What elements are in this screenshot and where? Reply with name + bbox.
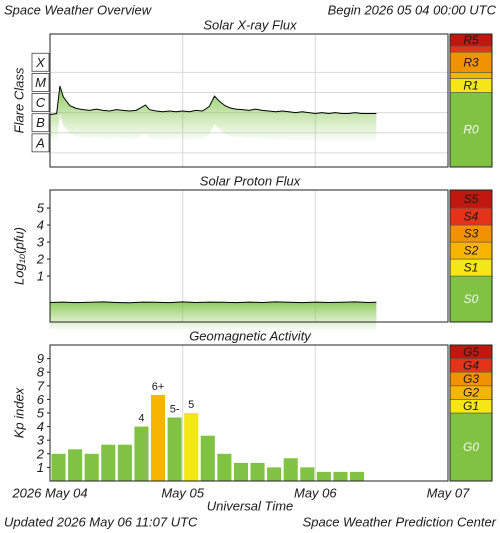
kp-bar <box>350 471 365 481</box>
class-box <box>31 52 50 72</box>
y-tick-label: 7 <box>37 378 45 393</box>
class-box <box>31 73 50 92</box>
y-tick-label: X <box>35 55 46 70</box>
kp-bar <box>267 467 282 481</box>
value-label: 5 <box>188 399 194 411</box>
kp-bar <box>167 417 182 481</box>
scale-label: R5 <box>463 33 479 47</box>
y-tick-label: 8 <box>37 365 45 380</box>
class-box <box>31 113 50 133</box>
y-tick-label: 4 <box>37 218 44 233</box>
y-tick-label: 1 <box>37 460 44 475</box>
y-tick-label: 3 <box>37 433 45 448</box>
x-tick-label: May 07 <box>427 486 470 501</box>
kp-bar <box>316 471 331 481</box>
x-tick-label: 2026 May 04 <box>11 486 87 501</box>
x-tick-label: May 05 <box>161 486 204 501</box>
flux-area <box>50 301 377 331</box>
kp-bar <box>184 413 199 481</box>
scale-label: S3 <box>464 227 479 241</box>
y-tick-label: 1 <box>37 269 44 284</box>
y-tick-label: 5 <box>37 201 45 216</box>
y-tick-label: C <box>36 95 46 110</box>
y-axis-label: Kp index <box>12 387 27 438</box>
scale-label: G0 <box>463 440 479 454</box>
flux-line <box>49 85 377 116</box>
scale-label: S2 <box>464 244 479 258</box>
flux-line <box>49 301 377 304</box>
y-axis-label: Flare Class <box>12 67 27 133</box>
y-tick-label: M <box>35 75 46 90</box>
value-label: 6+ <box>152 381 165 393</box>
y-tick-label: 2 <box>36 252 45 267</box>
y-axis-label: Log₁₀(pfu) <box>12 227 27 285</box>
scale-frame <box>449 33 493 168</box>
y-tick-label: 9 <box>37 351 44 366</box>
scale-label: G1 <box>463 399 479 413</box>
scale-label: G2 <box>463 386 479 400</box>
panel-title: Solar X-ray Flux <box>203 18 297 33</box>
scale-label: R3 <box>463 55 479 69</box>
kp-bar <box>134 426 149 481</box>
flux-area <box>50 85 377 143</box>
scale-label: S1 <box>464 261 479 275</box>
kp-bar <box>68 449 83 481</box>
y-tick-label: B <box>36 115 45 130</box>
plot-frame <box>49 344 449 482</box>
kp-bar <box>101 444 116 481</box>
panel-title: Solar Proton Flux <box>200 174 301 189</box>
class-box <box>31 93 50 112</box>
kp-bar <box>117 444 132 481</box>
kp-bar <box>250 462 265 481</box>
scale-segment <box>449 72 493 79</box>
scale-label: R0 <box>463 123 479 137</box>
kp-bar <box>151 394 166 481</box>
scale-label: S5 <box>464 192 479 206</box>
scale-label: S0 <box>464 292 479 306</box>
kp-bar <box>283 458 298 481</box>
begin-time: Begin 2026 05 04 00:00 UTC <box>328 3 497 18</box>
y-tick-label: 4 <box>37 419 44 434</box>
panel-title: Geomagnetic Activity <box>189 329 312 344</box>
scale-label: S4 <box>464 210 479 224</box>
credit: Space Weather Prediction Center <box>303 515 497 530</box>
y-tick-label: 2 <box>36 446 45 461</box>
class-box <box>31 133 50 153</box>
scale-label: G5 <box>463 345 479 359</box>
x-axis-label: Universal Time <box>207 499 294 514</box>
plot-frame <box>49 189 449 323</box>
page-title: Space Weather Overview <box>4 3 153 18</box>
kp-bar <box>300 467 315 481</box>
scale-frame <box>449 344 493 482</box>
scale-segment <box>449 275 493 323</box>
y-tick-label: 3 <box>37 235 45 250</box>
kp-bar <box>84 453 99 481</box>
x-tick-label: May 06 <box>294 486 337 501</box>
plot-frame <box>49 33 449 168</box>
updated-time: Updated 2026 May 06 11:07 UTC <box>4 515 198 530</box>
y-tick-label: 6 <box>37 392 45 407</box>
y-tick-label: 5 <box>37 406 45 421</box>
kp-bar <box>51 453 66 481</box>
scale-label: G4 <box>463 358 479 372</box>
scale-label: G3 <box>463 372 479 386</box>
y-tick-label: A <box>35 135 45 150</box>
value-label: 5- <box>170 403 180 415</box>
scale-label: R1 <box>463 78 478 92</box>
value-label: 4 <box>138 413 144 425</box>
kp-bar <box>200 435 215 481</box>
kp-bar <box>217 453 232 481</box>
kp-bar <box>333 471 348 481</box>
scale-frame <box>449 189 493 323</box>
kp-bar <box>233 462 248 481</box>
